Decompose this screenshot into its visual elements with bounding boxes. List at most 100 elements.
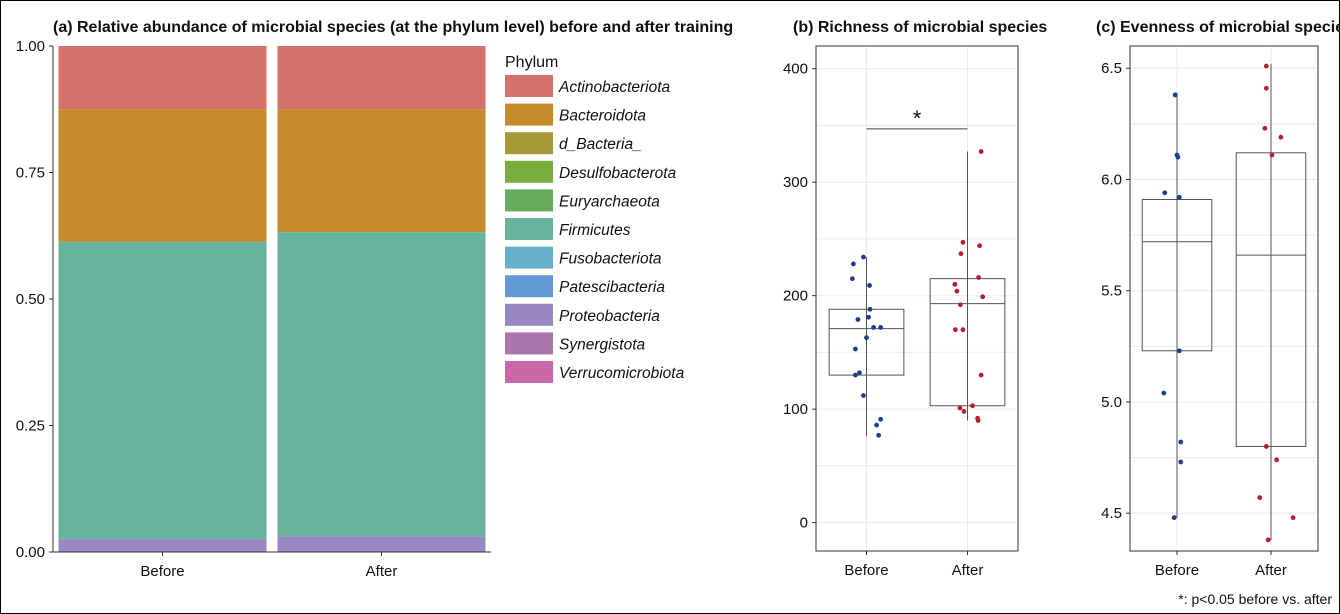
panel-b-data-point-before (857, 370, 862, 376)
footnote: *: p<0.05 before vs. after (1178, 591, 1332, 607)
bar-segment-bacteroidota-before (58, 109, 267, 242)
panel-b-data-point-after (977, 243, 983, 249)
panel-c-data-point-after (1265, 537, 1271, 543)
panel-c-data-point-after (1278, 134, 1284, 140)
panel-b-title: (b) Richness of microbial species (793, 19, 1047, 36)
panel-b-x-tick-label: Before (844, 562, 888, 579)
panel-b-significance-label: * (913, 106, 922, 131)
panel-c-y-tick-label: 5.0 (1101, 394, 1122, 411)
bar-segment-firmicutes-before (58, 241, 267, 540)
panel-b-data-point-after (961, 409, 967, 414)
panel-b-data-point-before (874, 422, 879, 428)
panel-b-data-point-before (861, 393, 866, 398)
panel-b-data-point-before (871, 325, 876, 330)
panel-b-y-tick-label: 400 (783, 61, 808, 78)
panel-c-data-point-after (1262, 125, 1268, 131)
panel-c-data-point-before (1176, 348, 1182, 354)
panel-b-box-after (929, 278, 1006, 407)
panel-b-data-point-before (852, 372, 858, 378)
panel-a-title: (a) Relative abundance of microbial spec… (53, 19, 733, 36)
panel-b-data-point-after (978, 372, 984, 378)
panel-a-x-axis: Before After (53, 551, 491, 580)
panel-b-data-point-before (850, 261, 856, 267)
panel-b-data-point-before (864, 335, 869, 341)
panel-c-data-point-after (1257, 495, 1263, 501)
legend-swatch (505, 75, 553, 97)
panel-a-relative-abundance: (a) Relative abundance of microbial spec… (16, 19, 733, 580)
legend-label: Verrucomicrobiota (559, 365, 685, 382)
panel-a-x-tick-label: After (366, 563, 398, 580)
bar-segment-actinobacteriota-before (58, 46, 267, 110)
panel-b-plot-border (815, 45, 1019, 552)
panel-b-data-point-before (852, 346, 858, 352)
panel-b-data-point-after (958, 251, 964, 257)
legend-swatch (505, 303, 553, 326)
panel-c-data-point-before (1175, 154, 1181, 160)
panel-a-y-axis: 0.00 0.25 0.50 0.75 1.00 (16, 38, 54, 561)
panel-a-y-tick-label: 0.00 (16, 544, 45, 561)
panel-a-stacked-bars (58, 46, 486, 552)
legend-label: Euryarchaeota (559, 193, 660, 210)
legend-swatch (505, 189, 553, 212)
panel-c-data-point-before (1172, 92, 1178, 98)
panel-b-data-point-before (855, 317, 861, 322)
panel-c-plot-background (1130, 46, 1318, 551)
legend-swatch (505, 332, 553, 355)
legend-swatch (505, 275, 553, 298)
panel-c-x-tick-label: After (1255, 562, 1287, 579)
panel-b-data-point-after (980, 294, 986, 300)
panel-b-data-point-after (970, 403, 975, 409)
panel-b-data-point-after (952, 281, 958, 287)
legend-title: Phylum (505, 54, 558, 71)
panel-b-data-point-after (958, 302, 963, 308)
panel-b-data-point-before (866, 314, 871, 320)
panel-c-data-point-before (1178, 459, 1184, 465)
panel-c-data-point-after (1263, 85, 1269, 91)
legend-label: Fusobacteriota (559, 251, 662, 268)
legend-swatch (505, 132, 553, 155)
panel-c-plot-border (1129, 45, 1319, 552)
legend-swatch (505, 246, 553, 269)
legend-label: Actinobacteriota (558, 79, 671, 96)
legend-swatch (505, 361, 553, 383)
panel-b-y-tick-label: 300 (783, 174, 808, 191)
panel-a-y-tick-label: 1.00 (16, 38, 45, 55)
panel-b-data-point-after (960, 239, 966, 245)
panel-b-y-tick-label: 0 (800, 515, 808, 532)
legend-label: Synergistota (559, 336, 646, 353)
panel-b-plot: * 0 100 200 300 400 Before After (783, 45, 1019, 579)
bar-segment-firmicutes-after (277, 232, 486, 537)
panel-c-y-tick-label: 5.5 (1101, 283, 1122, 300)
panel-b-data-point-before (876, 432, 882, 438)
panel-b-data-point-before (861, 254, 866, 260)
legend-label: Desulfobacterota (559, 165, 677, 182)
panel-c-y-tick-label: 6.5 (1101, 60, 1122, 77)
panel-c-data-point-after (1274, 457, 1280, 463)
legend-label: Firmicutes (559, 222, 631, 239)
panel-b-data-point-before (867, 283, 872, 288)
panel-a-x-tick-label: Before (140, 563, 184, 580)
legend-label: Bacteroidota (559, 108, 646, 125)
panel-b-data-point-after (952, 327, 958, 333)
panel-c-data-point-after (1263, 444, 1269, 449)
panel-b-data-point-after (978, 149, 984, 154)
legend-swatch (505, 103, 553, 126)
panel-c-plot: 4.5 5.0 5.5 6.0 6.5 Before After (1101, 45, 1319, 579)
legend-swatch (505, 160, 553, 183)
bar-segment-synergistota-before (58, 550, 267, 552)
panel-b-box-before (828, 308, 905, 376)
panel-b-data-point-before (867, 306, 873, 312)
panel-a-legend: Phylum Actinobacteriota Bacteroidota d_Bac… (505, 54, 685, 383)
panel-c-data-point-before (1176, 194, 1182, 200)
panel-c-x-tick-label: Before (1155, 562, 1199, 579)
panel-b-data-point-after (975, 418, 981, 423)
panel-a-y-tick-label: 0.50 (16, 291, 45, 308)
panel-b-data-point-before (878, 416, 884, 422)
bar-segment-proteobacteria-before (58, 539, 267, 551)
legend-swatch (505, 218, 553, 240)
bar-segment-actinobacteriota-after (277, 46, 486, 110)
panel-c-title: (c) Evenness of microbial species (1096, 19, 1340, 36)
panel-b-x-tick-label: After (952, 562, 984, 579)
legend-label: d_Bacteria_ (559, 136, 642, 153)
